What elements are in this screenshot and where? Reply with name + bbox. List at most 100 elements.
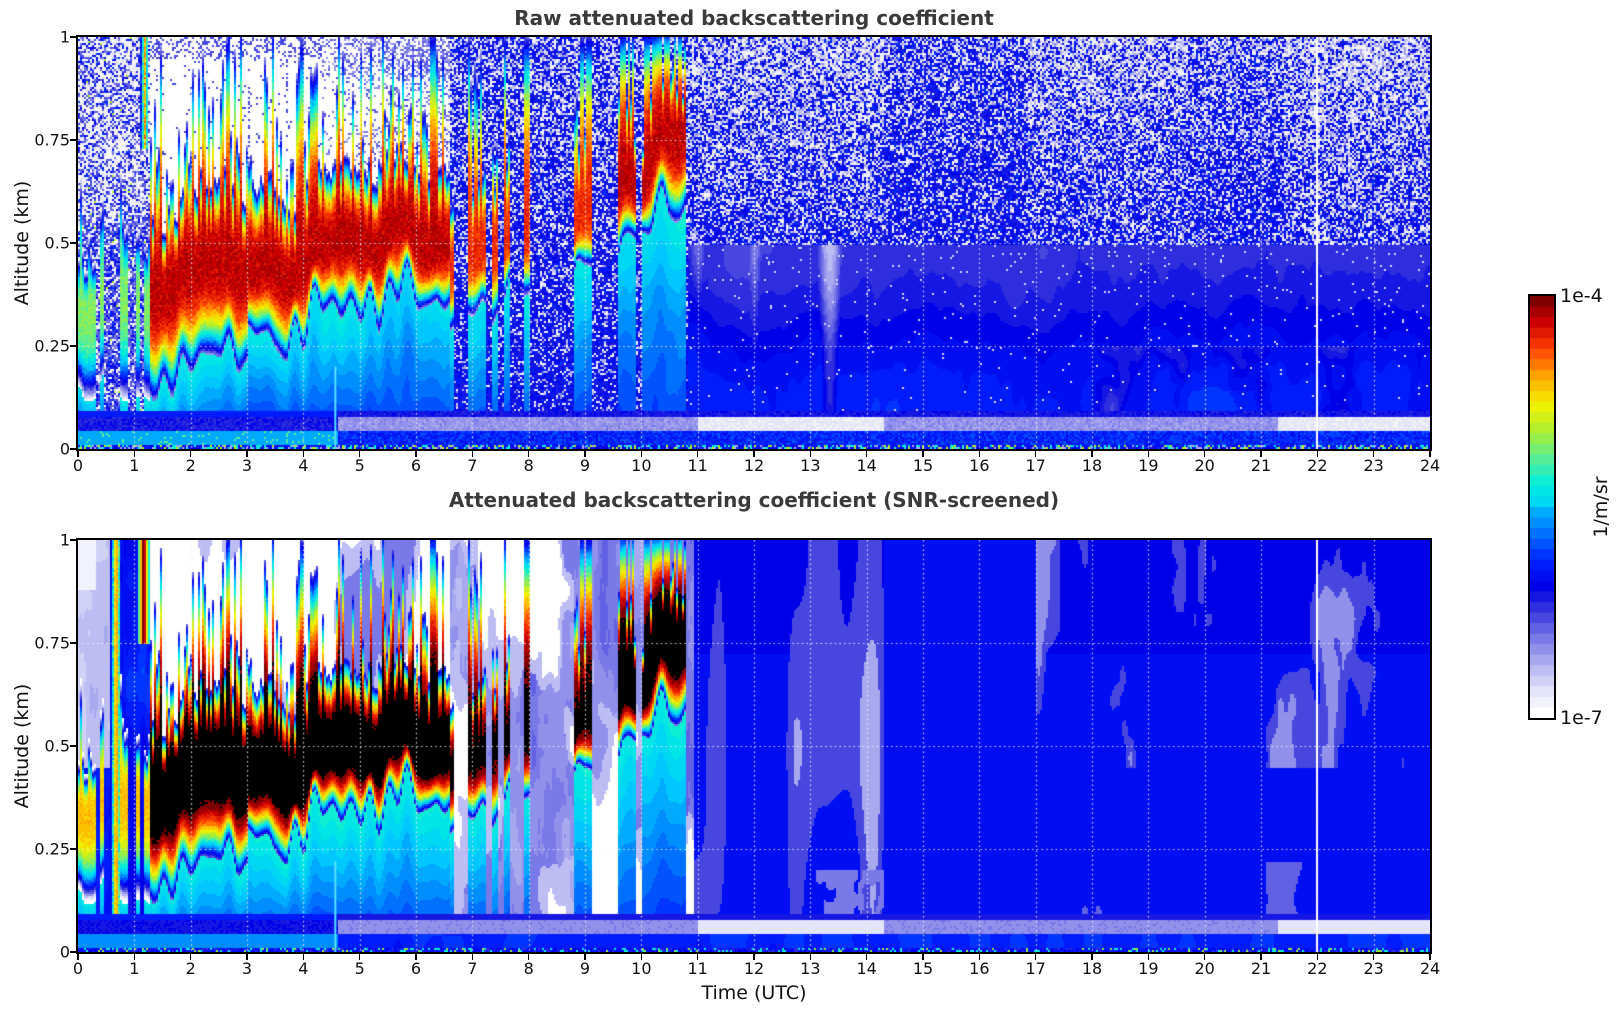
x-tick-label: 14 [856, 959, 877, 978]
x-tick-mark [527, 954, 530, 960]
x-tick-label: 5 [354, 959, 365, 978]
x-tick-mark [1034, 954, 1037, 960]
x-tick-mark [753, 954, 755, 960]
panel-raw-title: Raw attenuated backscattering coefficien… [514, 6, 994, 30]
colorbar-max-label: 1e-4 [1560, 285, 1603, 307]
x-tick-mark [246, 451, 248, 457]
x-tick-label: 17 [1025, 456, 1046, 475]
x-tick-mark [1429, 451, 1431, 457]
panel-screened-title: Attenuated backscattering coefficient (S… [448, 488, 1060, 512]
x-tick-label: 10 [631, 959, 652, 978]
x-tick-mark [77, 451, 79, 457]
x-tick-mark [1316, 451, 1319, 457]
y-tick-label: 1 [59, 530, 70, 550]
x-tick-label: 11 [687, 456, 708, 475]
x-tick-label: 1 [129, 959, 140, 978]
x-tick-mark [640, 954, 643, 960]
x-tick-label: 18 [1081, 959, 1103, 978]
x-tick-mark [302, 954, 305, 960]
x-tick-label: 12 [743, 959, 765, 978]
x-tick-mark [753, 451, 755, 457]
y-tick-label: 1 [59, 27, 70, 47]
x-tick-label: 9 [579, 959, 591, 978]
x-tick-mark [302, 451, 305, 457]
y-tick-label: 0.75 [34, 633, 70, 653]
x-tick-label: 22 [1307, 959, 1328, 978]
x-tick-label: 2 [185, 456, 196, 475]
y-tick-label: 0.25 [34, 336, 70, 356]
x-tick-mark [1203, 954, 1206, 960]
y-tick-mark [70, 951, 76, 953]
x-axis-label: Time (UTC) [701, 982, 807, 1004]
x-tick-label: 4 [298, 456, 309, 475]
x-tick-mark [1147, 451, 1150, 457]
x-tick-mark [922, 954, 924, 960]
colorbar-unit-label: 1/m/sr [1590, 476, 1612, 538]
x-tick-mark [358, 451, 361, 457]
x-tick-label: 3 [241, 959, 253, 978]
y-tick-label: 0 [59, 942, 70, 962]
x-tick-mark [1034, 451, 1037, 457]
x-tick-mark [133, 954, 136, 960]
y-tick-mark [70, 242, 76, 244]
x-tick-mark [584, 954, 586, 960]
x-tick-mark [1429, 954, 1431, 960]
panel-screened-heatmap [78, 540, 1430, 952]
x-tick-mark [696, 451, 699, 457]
x-tick-label: 3 [241, 456, 253, 475]
x-tick-mark [77, 954, 79, 960]
x-tick-mark [1091, 451, 1093, 457]
panel-screened-plot [76, 538, 1432, 954]
x-tick-label: 16 [969, 456, 990, 475]
x-tick-label: 15 [912, 456, 934, 475]
x-tick-label: 21 [1250, 959, 1272, 978]
x-tick-mark [415, 451, 417, 457]
y-tick-mark [70, 139, 76, 141]
y-tick-mark [70, 745, 76, 747]
x-tick-mark [1372, 451, 1375, 457]
colorbar-min-label: 1e-7 [1560, 707, 1603, 729]
x-tick-label: 18 [1081, 456, 1103, 475]
y-tick-label: 0 [59, 439, 70, 459]
y-tick-mark [70, 345, 76, 347]
x-tick-mark [640, 451, 643, 457]
x-tick-mark [246, 954, 248, 960]
x-tick-mark [415, 954, 417, 960]
panel-raw-heatmap [78, 37, 1430, 449]
x-tick-label: 22 [1307, 456, 1328, 475]
y-tick-mark [70, 539, 76, 541]
x-tick-mark [1091, 954, 1093, 960]
x-tick-mark [189, 954, 192, 960]
colorbar [1528, 294, 1556, 720]
x-tick-mark [865, 451, 868, 457]
x-tick-label: 1 [129, 456, 140, 475]
y-tick-label: 0.5 [44, 736, 70, 756]
x-tick-mark [1260, 954, 1262, 960]
x-tick-mark [1260, 451, 1262, 457]
x-tick-label: 23 [1363, 456, 1384, 475]
x-tick-label: 21 [1250, 456, 1272, 475]
x-tick-label: 0 [72, 456, 84, 475]
x-tick-mark [1372, 954, 1375, 960]
x-tick-label: 12 [743, 456, 765, 475]
x-tick-mark [809, 451, 812, 457]
y-tick-label: 0.75 [34, 130, 70, 150]
x-tick-mark [471, 954, 474, 960]
x-tick-label: 10 [631, 456, 652, 475]
x-tick-mark [1316, 954, 1319, 960]
x-tick-label: 14 [856, 456, 877, 475]
x-tick-label: 5 [354, 456, 365, 475]
colorbar-gradient [1530, 296, 1554, 718]
x-tick-label: 8 [523, 456, 534, 475]
x-tick-mark [922, 451, 924, 457]
x-tick-label: 6 [410, 456, 422, 475]
x-tick-label: 9 [579, 456, 591, 475]
y-tick-mark [70, 448, 76, 450]
x-tick-label: 13 [800, 456, 821, 475]
x-tick-mark [809, 954, 812, 960]
x-tick-mark [978, 451, 981, 457]
x-tick-mark [358, 954, 361, 960]
x-tick-label: 15 [912, 959, 934, 978]
y-tick-mark [70, 36, 76, 38]
